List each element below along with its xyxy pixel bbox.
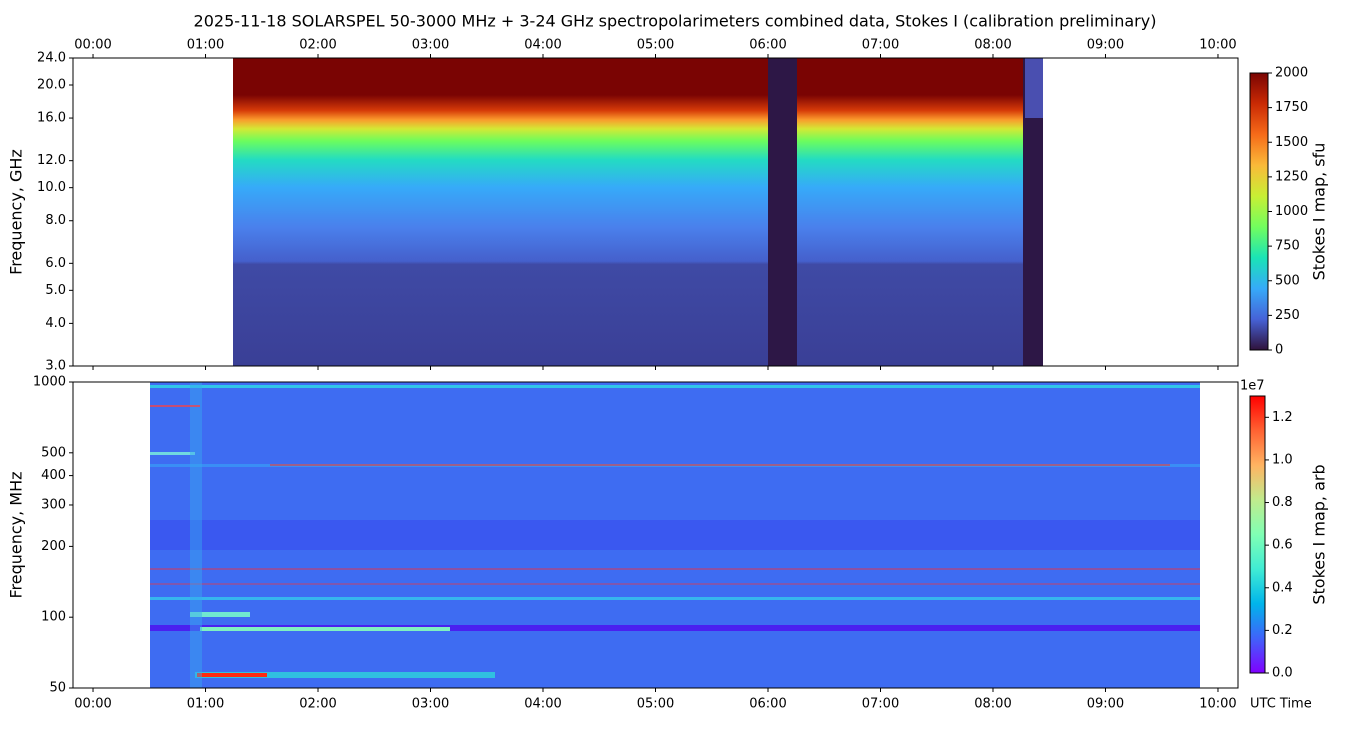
y-tick-label: 300 <box>41 497 66 512</box>
spectrogram-image <box>233 58 1043 366</box>
y-axis-label: Frequency, GHz <box>7 149 26 275</box>
x-tick-label: 00:00 <box>74 38 111 53</box>
spectrogram-image <box>150 382 1200 688</box>
colorbar-tick-label: 1.0 <box>1272 452 1293 467</box>
colorbar-tick-label: 0.6 <box>1272 538 1293 553</box>
colorbar-tick-label: 0.2 <box>1272 623 1293 638</box>
colorbar-tick-label: 750 <box>1275 239 1300 254</box>
y-tick-label: 10.0 <box>37 180 66 195</box>
y-tick-label: 20.0 <box>37 78 66 93</box>
colorbar-tick-label: 2000 <box>1275 66 1308 81</box>
colorbar-tick-label: 0 <box>1275 343 1283 358</box>
colorbar-tick-label: 1000 <box>1275 204 1308 219</box>
y-tick-label: 3.0 <box>45 359 66 374</box>
x-tick-label: 05:00 <box>637 38 674 53</box>
x-tick-label: 01:00 <box>187 697 224 712</box>
y-tick-label: 12.0 <box>37 153 66 168</box>
x-tick-label: 09:00 <box>1087 38 1124 53</box>
x-tick-label: 08:00 <box>974 697 1011 712</box>
y-tick-label: 1000 <box>33 375 66 390</box>
y-tick-label: 100 <box>41 610 66 625</box>
colorbar-label: Stokes I map, sfu <box>1310 143 1329 281</box>
colorbar-tick-label: 1500 <box>1275 135 1308 150</box>
chart-title: 2025-11-18 SOLARSPEL 50-3000 MHz + 3-24 … <box>194 12 1157 31</box>
colorbar-tick-label: 0.4 <box>1272 580 1293 595</box>
colorbar <box>1249 395 1266 674</box>
x-tick-label: 10:00 <box>1199 697 1236 712</box>
y-tick-label: 4.0 <box>45 316 66 331</box>
y-tick-label: 6.0 <box>45 256 66 271</box>
x-tick-label: 06:00 <box>749 38 786 53</box>
y-tick-label: 50 <box>49 681 66 696</box>
colorbar-offset-label: 1e7 <box>1240 379 1265 394</box>
x-axis-label: UTC Time <box>1250 697 1312 712</box>
colorbar <box>1249 72 1269 351</box>
colorbar-tick-label: 250 <box>1275 308 1300 323</box>
x-tick-label: 01:00 <box>187 38 224 53</box>
y-tick-label: 200 <box>41 539 66 554</box>
x-tick-label: 08:00 <box>974 38 1011 53</box>
colorbar-tick-label: 0.0 <box>1272 666 1293 681</box>
x-tick-label: 06:00 <box>749 697 786 712</box>
colorbar-tick-label: 0.8 <box>1272 495 1293 510</box>
x-tick-label: 04:00 <box>524 697 561 712</box>
x-tick-label: 02:00 <box>299 38 336 53</box>
x-tick-label: 04:00 <box>524 38 561 53</box>
y-tick-label: 400 <box>41 468 66 483</box>
y-axis-label: Frequency, MHz <box>7 471 26 598</box>
x-tick-label: 03:00 <box>412 697 449 712</box>
y-tick-label: 500 <box>41 445 66 460</box>
colorbar-tick-label: 500 <box>1275 273 1300 288</box>
y-tick-label: 8.0 <box>45 213 66 228</box>
x-tick-label: 09:00 <box>1087 697 1124 712</box>
y-tick-label: 16.0 <box>37 111 66 126</box>
x-tick-label: 10:00 <box>1199 38 1236 53</box>
colorbar-label: Stokes I map, arb <box>1310 464 1329 604</box>
x-tick-label: 05:00 <box>637 697 674 712</box>
y-tick-label: 24.0 <box>37 51 66 66</box>
y-tick-label: 5.0 <box>45 283 66 298</box>
x-tick-label: 00:00 <box>74 697 111 712</box>
colorbar-tick-label: 1250 <box>1275 169 1308 184</box>
colorbar-tick-label: 1750 <box>1275 100 1308 115</box>
colorbar-tick-label: 1.2 <box>1272 410 1293 425</box>
x-tick-label: 07:00 <box>862 38 899 53</box>
x-tick-label: 02:00 <box>299 697 336 712</box>
x-tick-label: 07:00 <box>862 697 899 712</box>
x-tick-label: 03:00 <box>412 38 449 53</box>
